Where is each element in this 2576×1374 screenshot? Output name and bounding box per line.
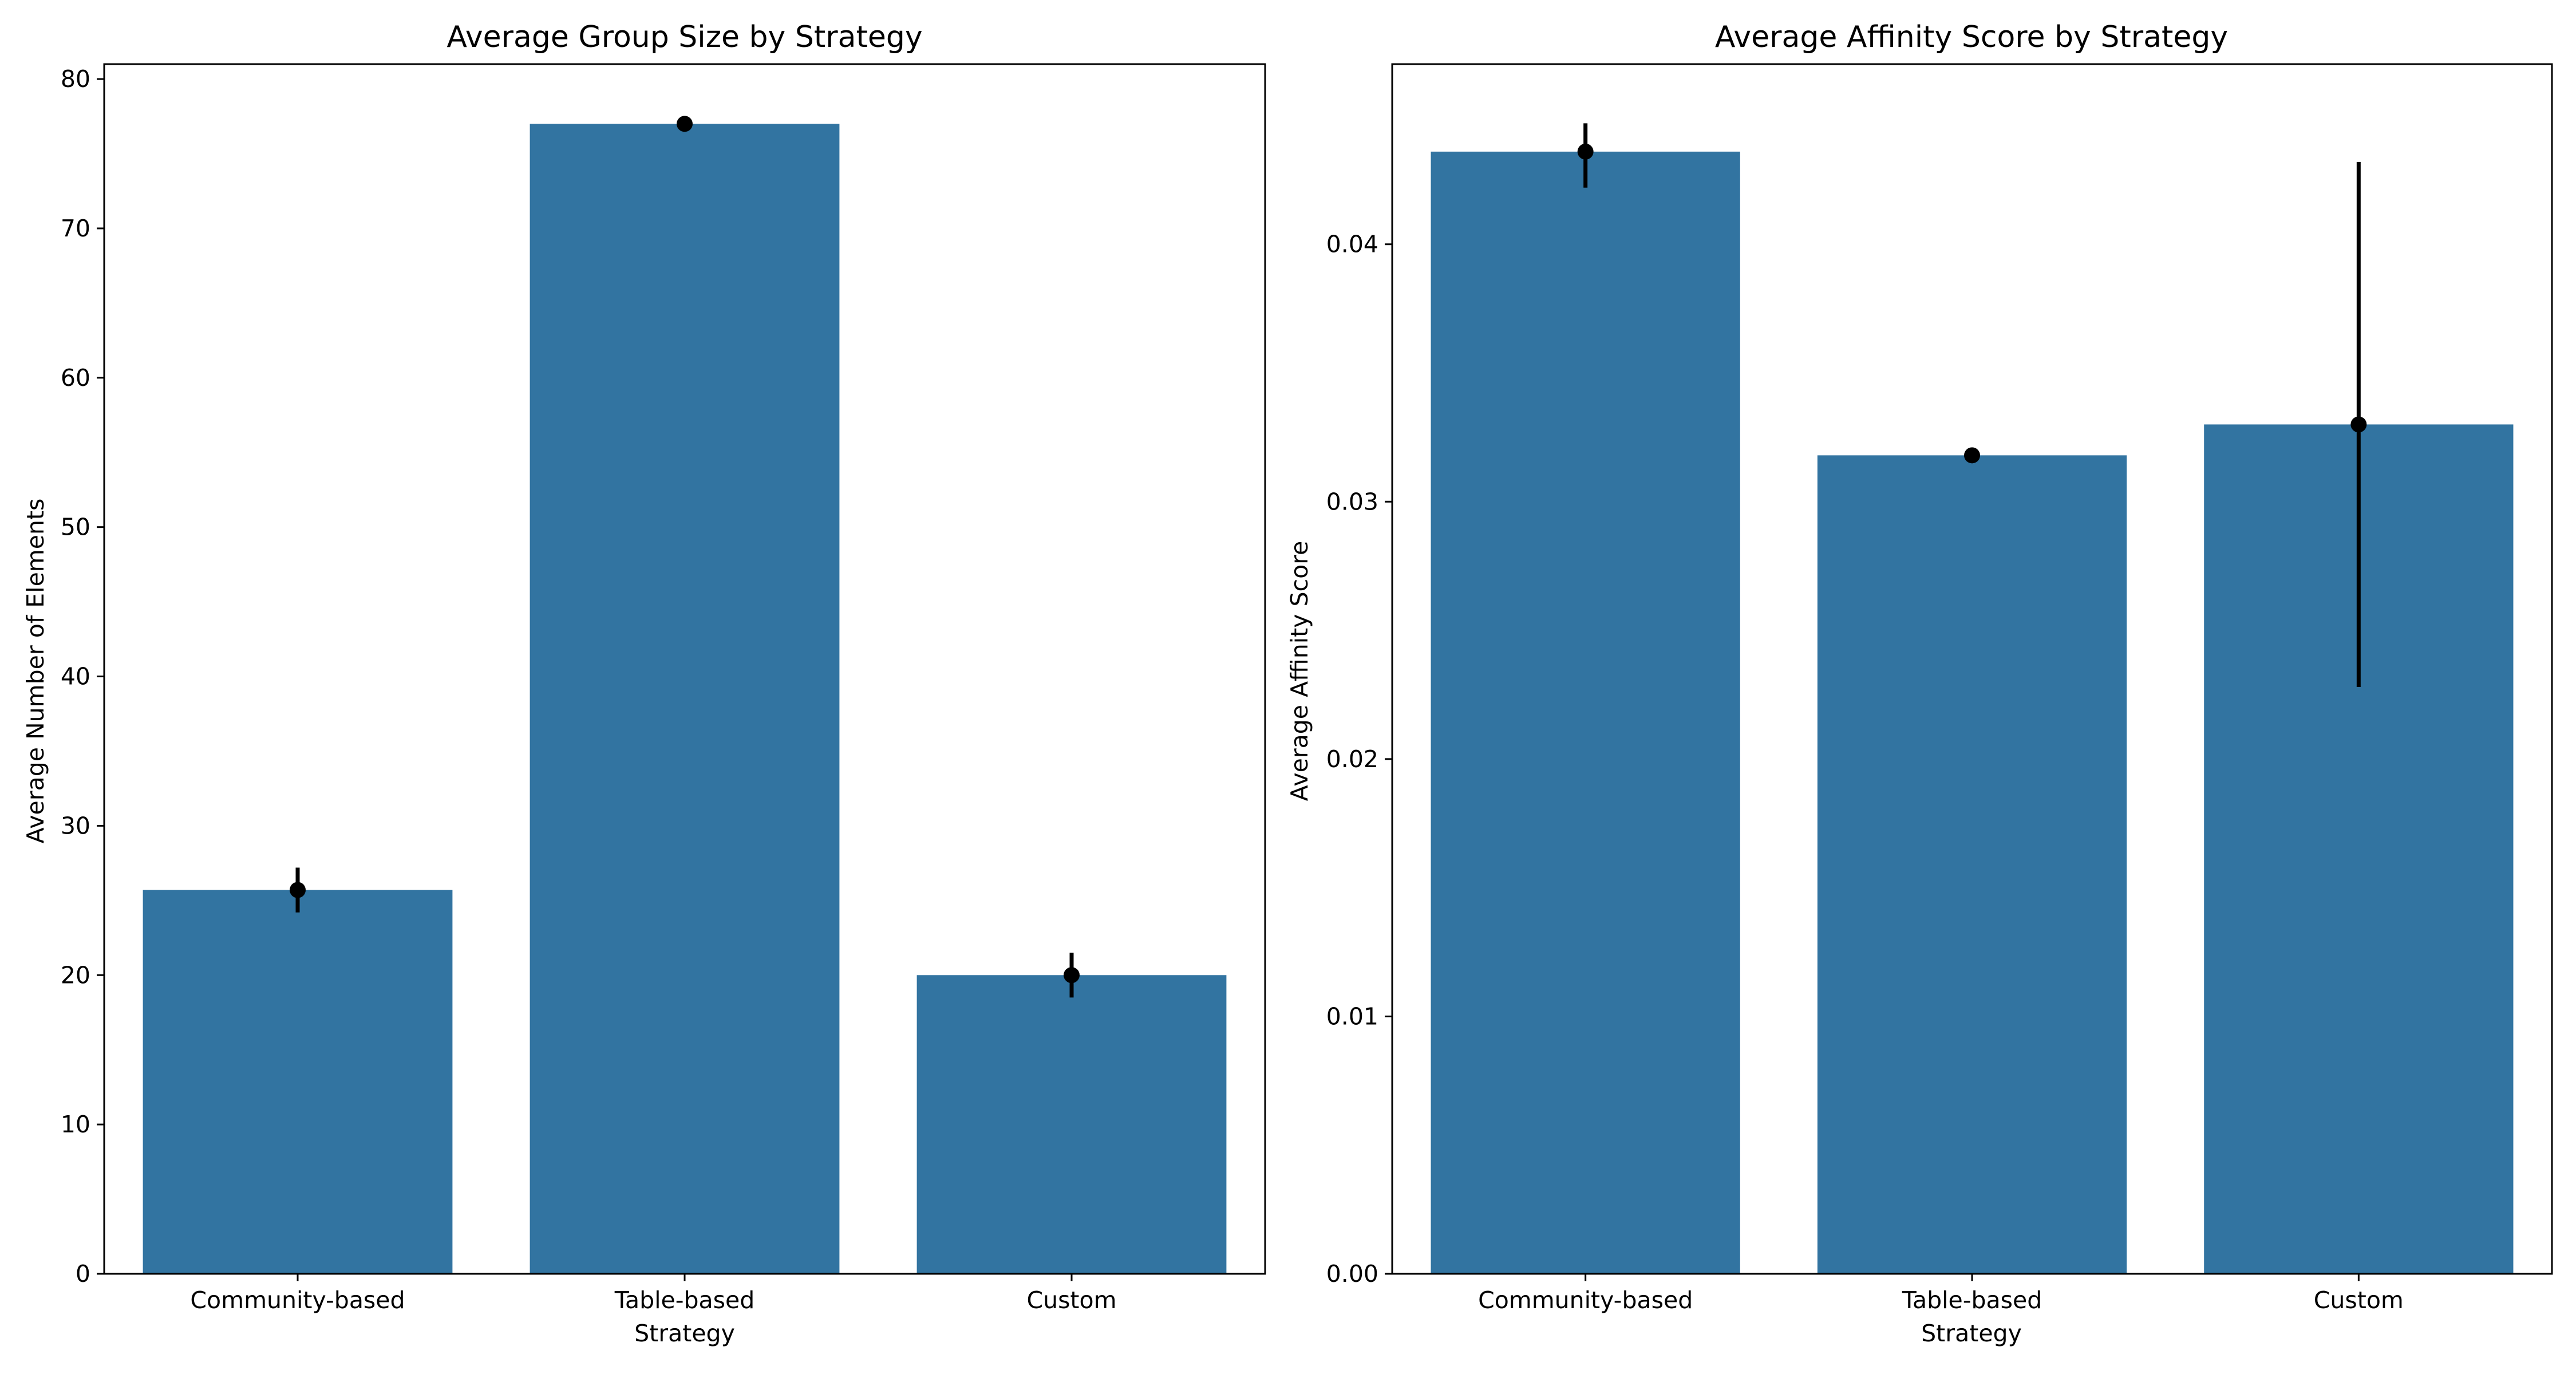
x-tick-label: Community-based (190, 1286, 405, 1314)
bar (1817, 455, 2127, 1274)
x-tick-label: Custom (1026, 1286, 1116, 1314)
affinity-score-chart: Average Affinity Score by Strategy Strat… (1286, 20, 2553, 1347)
axes-frame (1391, 63, 2553, 1275)
bar (1431, 151, 1740, 1274)
x-axis-label: Strategy (1921, 1320, 2022, 1347)
mean-point (677, 116, 693, 132)
y-tick-label: 0.03 (1326, 488, 1378, 515)
y-tick-label: 0 (76, 1260, 90, 1288)
y-tick-label: 0.01 (1326, 1002, 1378, 1030)
mean-point (2350, 416, 2367, 433)
group-size-chart: Average Group Size by Strategy Strategy … (22, 20, 1266, 1347)
x-axis-label: Strategy (634, 1320, 735, 1347)
y-tick-label: 80 (61, 65, 90, 93)
y-axis-label: Average Affinity Score (1286, 541, 1313, 802)
bar (916, 975, 1227, 1274)
x-tick-label: Table-based (614, 1286, 755, 1314)
y-tick-label: 0.04 (1326, 231, 1378, 258)
mean-point (1577, 143, 1594, 160)
x-tick-label: Community-based (1478, 1286, 1693, 1314)
y-tick-label: 0.00 (1326, 1260, 1378, 1288)
y-tick-label: 30 (61, 812, 90, 839)
y-tick-label: 50 (61, 514, 90, 541)
chart-title: Average Group Size by Strategy (447, 20, 922, 54)
y-tick-label: 20 (61, 961, 90, 989)
chart-title: Average Affinity Score by Strategy (1715, 20, 2228, 54)
y-tick-label: 70 (61, 215, 90, 242)
x-tick-label: Table-based (1902, 1286, 2042, 1314)
x-tick-label: Custom (2314, 1286, 2404, 1314)
y-tick-label: 10 (61, 1111, 90, 1138)
axes-frame (103, 63, 1266, 1275)
y-tick-label: 40 (61, 663, 90, 690)
mean-point (1964, 447, 1980, 464)
y-tick-label: 0.02 (1326, 745, 1378, 773)
bar (143, 890, 453, 1274)
mean-point (1064, 967, 1080, 984)
bar (530, 124, 840, 1274)
y-axis-label: Average Number of Elements (22, 499, 49, 844)
y-tick-label: 60 (61, 364, 90, 392)
plot-area: Community-based Table-based Custom 0.00 0.01… (1326, 63, 2553, 1314)
plot-area: Community-based Table-based Custom 0 10 20 30 4… (61, 63, 1266, 1314)
mean-point (290, 882, 306, 898)
